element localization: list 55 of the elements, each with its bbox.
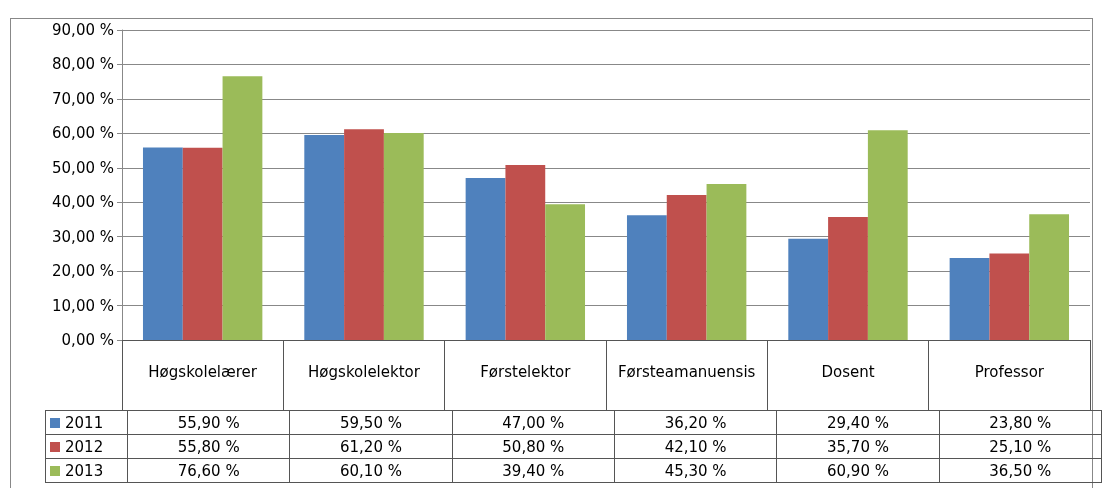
y-tick-label: 80,00 % <box>52 55 114 74</box>
data-label: 60,10 % <box>289 458 453 483</box>
bar <box>706 183 747 340</box>
bar <box>666 194 707 340</box>
bar <box>545 204 586 340</box>
bar <box>182 147 223 340</box>
y-tick-label: 40,00 % <box>52 193 114 212</box>
x-tick-label: Professor <box>974 362 1045 381</box>
bar <box>505 165 546 340</box>
y-tick-label: 70,00 % <box>52 89 114 108</box>
bar <box>788 238 829 340</box>
data-label: 55,80 % <box>127 434 290 459</box>
data-label: 60,90 % <box>776 458 940 483</box>
bar <box>344 129 384 340</box>
bar <box>142 147 183 340</box>
bar <box>222 76 263 340</box>
data-label: 45,30 % <box>614 458 777 483</box>
data-label: 55,90 % <box>127 410 290 435</box>
y-tick-label: 0,00 % <box>61 331 114 349</box>
data-label: 61,20 % <box>289 434 453 459</box>
bar <box>465 178 506 340</box>
bar <box>304 135 345 340</box>
x-tick-label: Dosent <box>821 362 875 381</box>
data-label: 76,60 % <box>127 458 290 483</box>
legend-label: 2011 <box>45 410 128 435</box>
bar <box>626 215 667 340</box>
y-tick-label: 30,00 % <box>52 227 114 246</box>
bar <box>383 132 424 340</box>
data-label: 36,20 % <box>614 410 777 435</box>
data-label: 59,50 % <box>289 410 453 435</box>
legend-label: 2012 <box>45 434 128 459</box>
x-tick-label: Førstelektor <box>480 362 572 381</box>
data-label: 39,40 % <box>452 458 615 483</box>
y-tick-label: 20,00 % <box>52 262 114 281</box>
data-label: 25,10 % <box>939 434 1102 459</box>
data-label: 29,40 % <box>776 410 940 435</box>
x-tick-label: Høgskolelærer <box>148 362 258 381</box>
data-label: 23,80 % <box>939 410 1102 435</box>
y-tick-label: 60,00 % <box>52 124 114 143</box>
legend-label: 2013 <box>45 458 128 483</box>
x-tick-label: Førsteamanuensis <box>617 362 756 381</box>
y-tick-label: 90,00 % <box>52 21 114 39</box>
bar <box>989 253 1030 340</box>
data-label: 42,10 % <box>614 434 777 459</box>
bar <box>867 130 908 340</box>
bar <box>949 258 990 340</box>
x-tick-label: Høgskolelektor <box>308 362 421 381</box>
y-tick-label: 50,00 % <box>52 158 114 177</box>
data-label: 35,70 % <box>776 434 940 459</box>
y-tick-label: 10,00 % <box>52 296 114 315</box>
data-label: 50,80 % <box>452 434 615 459</box>
bar <box>828 217 868 340</box>
data-label: 36,50 % <box>939 458 1102 483</box>
data-label: 47,00 % <box>452 410 615 435</box>
bar <box>1029 214 1070 340</box>
